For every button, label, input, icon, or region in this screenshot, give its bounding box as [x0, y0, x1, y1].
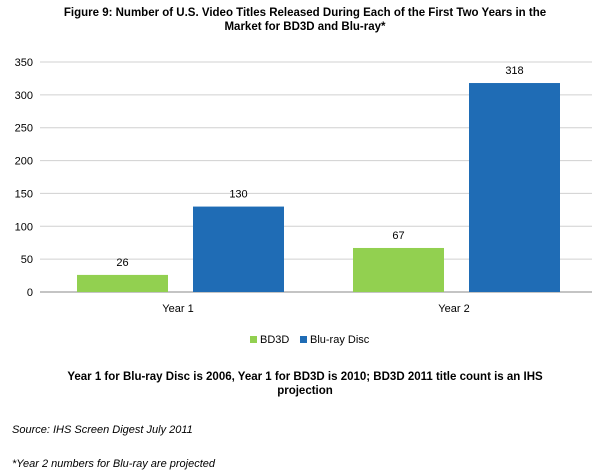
y-tick-label: 300 [15, 90, 33, 102]
bar-chart: 0 50 100 150 200 250 300 350 26 130 Year 1 67 318 Yea… [15, 57, 592, 346]
bar-bd3d [353, 247, 444, 292]
source-text: Source: IHS Screen Digest July 2011 [12, 424, 193, 436]
y-tick-label: 250 [15, 123, 33, 135]
data-label: 318 [505, 65, 523, 77]
x-tick-label: Year 1 [162, 303, 193, 315]
legend-swatch [250, 336, 257, 343]
footnote-text: *Year 2 numbers for Blu-ray are projecte… [12, 458, 215, 470]
y-tick-label: 150 [15, 188, 33, 200]
bar-blu-ray-disc [193, 206, 284, 292]
data-label: 26 [116, 257, 128, 269]
y-tick-label: 200 [15, 156, 33, 168]
legend-label: Blu-ray Disc [310, 334, 370, 346]
bar-bd3d [77, 274, 168, 292]
y-tick-label: 50 [21, 254, 33, 266]
chart-title: Figure 9: Number of U.S. Video Titles Re… [63, 7, 547, 33]
legend-label: BD3D [260, 334, 289, 346]
data-label: 130 [229, 189, 247, 201]
x-tick-label: Year 2 [438, 303, 469, 315]
legend-swatch [300, 336, 307, 343]
data-label: 67 [392, 230, 404, 242]
chart-note: Year 1 for Blu-ray Disc is 2006, Year 1 … [67, 371, 543, 397]
y-tick-label: 100 [15, 221, 33, 233]
y-tick-label: 350 [15, 57, 33, 69]
y-tick-label: 0 [27, 287, 33, 299]
bar-blu-ray-disc [469, 83, 560, 293]
